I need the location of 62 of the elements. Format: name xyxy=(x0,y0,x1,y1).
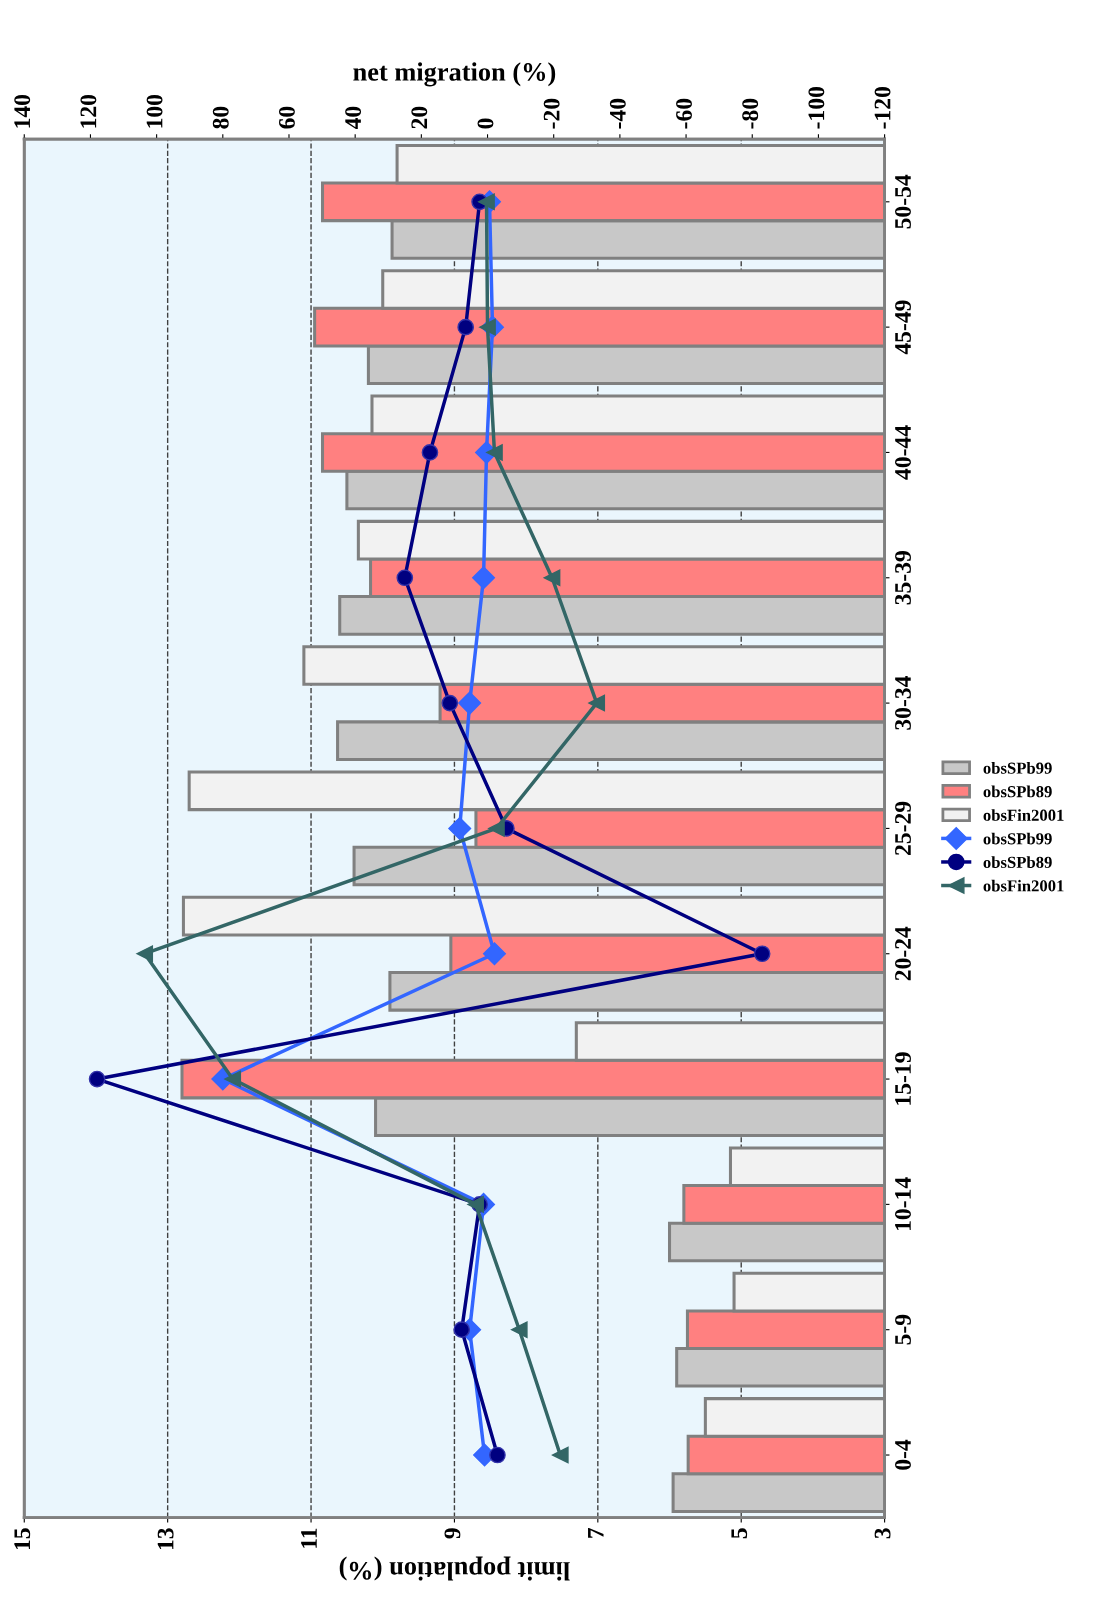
point xyxy=(753,945,771,963)
y-tick-label: 30-34 xyxy=(895,675,911,730)
x2-tick-label: 120 xyxy=(80,94,97,128)
point xyxy=(489,1446,506,1464)
x2-tick-label: 60 xyxy=(278,106,295,129)
x-tick-label: 3 xyxy=(874,1528,891,1539)
x2-tick-label: -80 xyxy=(742,98,759,129)
point xyxy=(136,945,154,963)
point xyxy=(224,1070,242,1088)
point xyxy=(510,1321,528,1339)
legend-label: obsSPb89 xyxy=(983,856,1052,868)
y-tick-label: 15-19 xyxy=(895,1052,911,1105)
point xyxy=(488,820,505,837)
y-tick-label: 10-14 xyxy=(895,1177,911,1231)
y-tick-label: 45-49 xyxy=(895,300,911,355)
point xyxy=(588,694,606,712)
point xyxy=(543,569,561,587)
y-tick-label: 0-4 xyxy=(895,1439,911,1470)
x2-tick-label: -20 xyxy=(543,98,560,129)
x-tick-label: 9 xyxy=(444,1528,461,1539)
x2-tick-label: 40 xyxy=(345,106,362,130)
legend-label: obsFin2001 xyxy=(983,879,1064,892)
x-tick-label: 15 xyxy=(14,1528,31,1550)
x-tick-label: 11 xyxy=(301,1528,317,1548)
legend-label: obsFin2001 xyxy=(983,809,1064,821)
x2-tick-label: 0 xyxy=(477,118,494,129)
x2-tick-label: -120 xyxy=(874,87,891,129)
y-tick-label: 5-9 xyxy=(895,1314,911,1345)
x2-tick-label: 80 xyxy=(212,106,229,129)
point xyxy=(486,444,503,461)
point xyxy=(467,1196,484,1213)
x2-tick-label: 140 xyxy=(14,94,31,128)
x2-tick-label: -100 xyxy=(808,87,825,129)
y-tick-label: 50-54 xyxy=(895,174,911,229)
x-tick-label: 13 xyxy=(157,1528,174,1550)
x2-tick-label: -40 xyxy=(609,98,626,129)
x-tick-label: 5 xyxy=(731,1528,748,1539)
point xyxy=(482,942,506,966)
legend-label: obsSPb99 xyxy=(983,832,1052,845)
x2-tick-label: 100 xyxy=(146,94,163,128)
point xyxy=(441,694,459,712)
point xyxy=(458,691,482,715)
point xyxy=(448,816,472,840)
point xyxy=(472,566,496,590)
y-tick-label: 20-24 xyxy=(895,926,911,981)
x2-tick-label: 20 xyxy=(411,106,428,129)
y-tick-label: 35-39 xyxy=(895,551,911,605)
point xyxy=(453,1321,471,1339)
point xyxy=(396,569,414,587)
x2-tick-label: -60 xyxy=(676,98,692,129)
point xyxy=(478,193,495,211)
x-tick-label: 7 xyxy=(588,1527,604,1538)
legend-label: obsSPb99 xyxy=(983,762,1052,774)
point xyxy=(551,1446,569,1464)
legend-label: obsSPb89 xyxy=(983,785,1052,798)
y-tick-label: 40-44 xyxy=(895,425,911,480)
point xyxy=(421,444,439,461)
point xyxy=(88,1070,106,1088)
point xyxy=(457,318,475,336)
x2-axis-title: net migration (%) xyxy=(353,62,556,87)
y-tick-label: 25-29 xyxy=(895,801,911,855)
x-axis-title: limit population (%) xyxy=(339,1556,570,1581)
